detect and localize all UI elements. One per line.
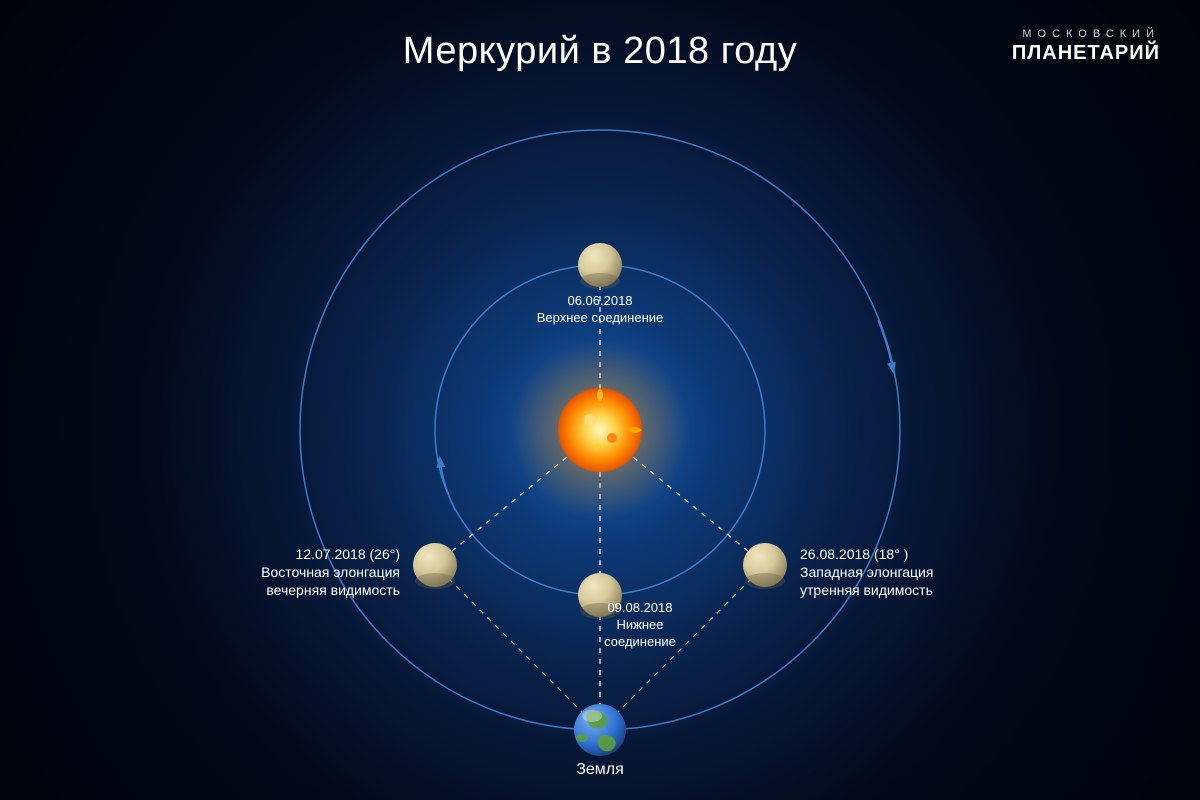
superior-label: 06.06.2018 Верхнее соединение — [537, 293, 663, 327]
dashed-line — [435, 565, 600, 730]
west-elongation-label: 26.08.2018 (18° ) Западная элонгация утр… — [800, 545, 933, 600]
east-elongation-label: 12.07.2018 (26°) Восточная элонгация веч… — [261, 545, 400, 600]
inferior-label: 09.08.2018 Нижнее соединение — [604, 600, 676, 651]
earth-label: Земля — [576, 760, 624, 781]
inner-orbit-arrow — [440, 460, 455, 510]
outer-orbit-arrow — [878, 320, 893, 370]
orbit-diagram — [0, 0, 1200, 800]
earth-icon — [574, 704, 626, 756]
